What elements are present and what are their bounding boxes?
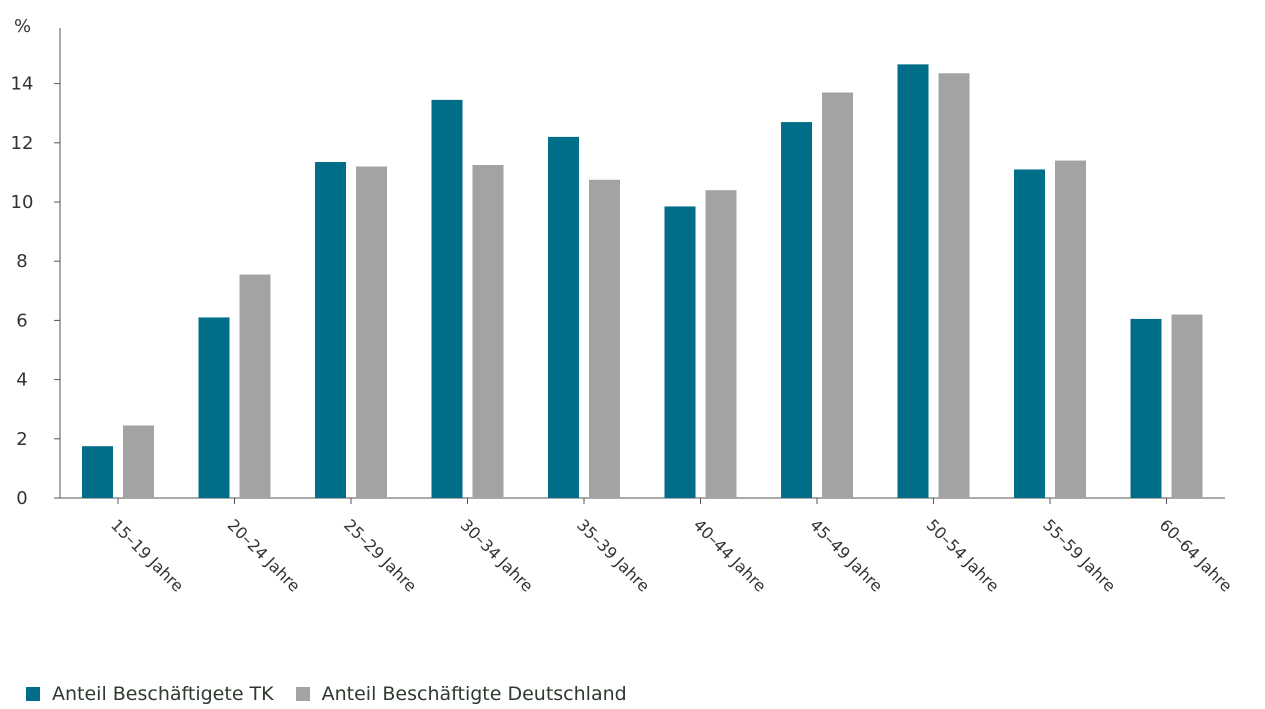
bars	[82, 64, 1203, 499]
bar-tk	[82, 446, 113, 498]
y-tick-label: 4	[16, 370, 27, 391]
bar-tk	[1130, 318, 1162, 498]
y-tick-label: 12	[11, 133, 34, 154]
x-tick-label: 15–19 Jahre	[107, 515, 187, 595]
x-axis: 15–19 Jahre 20–24 Jahre 25–29 Jahre 30–34 J…	[60, 497, 1236, 596]
y-tick-label: 0	[16, 488, 27, 509]
y-tick-label: 14	[11, 74, 34, 95]
bar-deutschland	[1055, 160, 1086, 498]
x-tick-label: 20–24 Jahre	[224, 515, 304, 595]
bar-tk	[198, 317, 230, 498]
bar-deutschland	[123, 425, 154, 498]
bar-deutschland	[239, 274, 271, 498]
bar-deutschland	[472, 165, 504, 498]
x-tick-label: 60–64 Jahre	[1156, 515, 1236, 595]
bar-tk	[431, 99, 463, 498]
bar-tk	[315, 162, 346, 499]
bar-deutschland	[356, 166, 387, 499]
bar-deutschland	[1171, 314, 1203, 498]
bar-deutschland	[822, 92, 853, 498]
legend-label-deutschland: Anteil Beschäftigte Deutschland	[321, 683, 627, 705]
y-tick-label: 6	[16, 310, 27, 331]
y-axis-unit-label: %	[14, 16, 31, 37]
y-tick-label: 8	[16, 251, 27, 272]
bar-tk	[781, 122, 812, 498]
bar-deutschland	[938, 73, 970, 499]
x-tick-label: 30–34 Jahre	[457, 515, 537, 595]
legend-swatch-deutschland	[295, 687, 310, 701]
y-axis: % 0 2 4 6 8 10 12 14	[11, 16, 61, 509]
x-tick-label: 35–39 Jahre	[573, 515, 653, 595]
bar-chart: % 0 2 4 6 8 10 12 14 15–19 Jahre 20–24 Jahre 25–29…	[11, 16, 1236, 596]
y-tick-label: 2	[16, 429, 27, 450]
legend: Anteil Beschäftigete TK Anteil Beschäfti…	[26, 683, 649, 705]
x-tick-label: 40–44 Jahre	[690, 515, 770, 595]
bar-deutschland	[589, 179, 620, 499]
legend-item-deutschland: Anteil Beschäftigte Deutschland	[295, 683, 627, 705]
bar-tk	[897, 64, 929, 499]
bar-tk	[664, 206, 696, 498]
x-tick-label: 55–59 Jahre	[1039, 515, 1119, 595]
bar-deutschland	[705, 190, 737, 498]
legend-swatch-tk	[26, 687, 40, 701]
bar-tk	[548, 136, 579, 498]
x-tick-label: 45–49 Jahre	[806, 515, 886, 595]
y-tick-label: 10	[11, 192, 34, 213]
x-tick-label: 25–29 Jahre	[340, 515, 420, 595]
bar-tk	[1014, 169, 1045, 498]
legend-label-tk: Anteil Beschäftigete TK	[52, 683, 274, 705]
legend-item-tk: Anteil Beschäftigete TK	[26, 683, 274, 705]
x-tick-label: 50–54 Jahre	[923, 515, 1003, 595]
